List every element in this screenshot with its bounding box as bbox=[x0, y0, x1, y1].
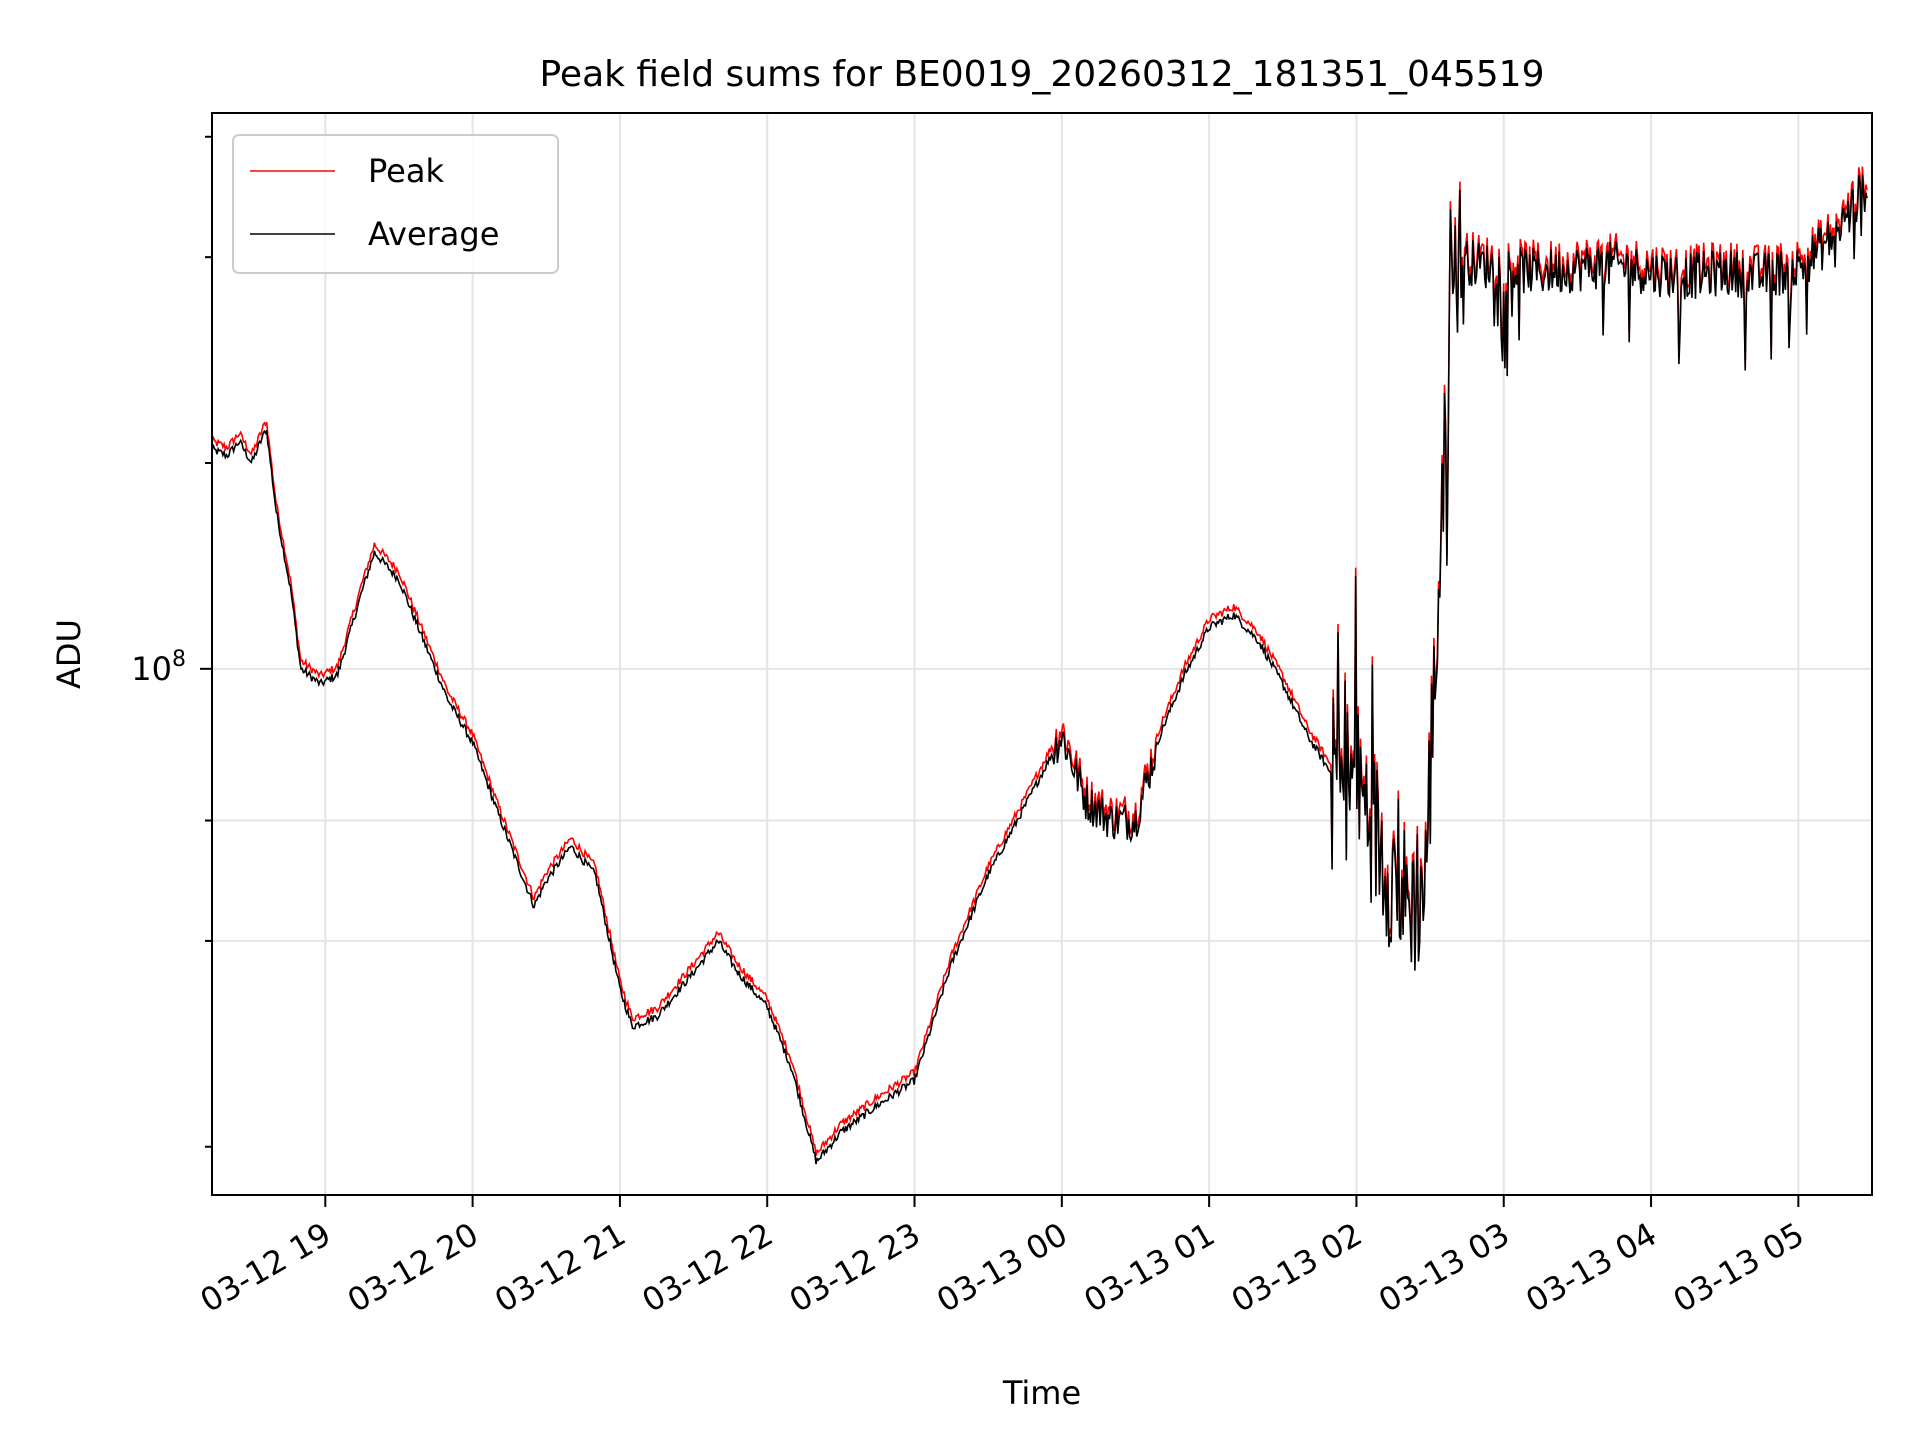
series-line-peak bbox=[212, 166, 1868, 1157]
legend: Peak Average bbox=[232, 134, 559, 274]
plot-frame bbox=[211, 112, 1873, 1196]
axis-layer: 03-12 19 03-12 20 03-12 21 03-12 22 03-12 23… bbox=[194, 135, 1811, 1320]
y-axis-label: ADU bbox=[50, 619, 88, 689]
x-tick-label: 03-13 01 bbox=[1078, 1215, 1222, 1320]
x-tick-label: 03-12 20 bbox=[341, 1215, 485, 1320]
series-line-average bbox=[212, 174, 1868, 1165]
y-tick-label-1e8: 108 bbox=[131, 647, 186, 688]
x-tick-label: 03-12 21 bbox=[488, 1215, 632, 1320]
chart-title: Peak field sums for BE0019_20260312_1813… bbox=[540, 54, 1545, 95]
x-tick-label: 03-12 22 bbox=[636, 1215, 780, 1320]
x-tick-label: 03-12 19 bbox=[194, 1215, 338, 1320]
x-tick-label: 03-13 03 bbox=[1372, 1215, 1516, 1320]
plot-layer bbox=[212, 166, 1868, 1165]
grid-layer bbox=[212, 113, 1872, 1195]
legend-frame bbox=[232, 134, 559, 274]
x-tick-label: 03-13 05 bbox=[1667, 1215, 1811, 1320]
x-tick-label: 03-12 23 bbox=[783, 1215, 927, 1320]
legend-label-peak: Peak bbox=[368, 152, 444, 190]
y-tick-label-exponent: 8 bbox=[172, 647, 186, 672]
y-tick-label-base: 10 bbox=[131, 650, 172, 688]
x-tick-label: 03-13 00 bbox=[930, 1215, 1074, 1320]
x-tick-label: 03-13 04 bbox=[1519, 1215, 1663, 1320]
x-tick-label: 03-13 02 bbox=[1225, 1215, 1369, 1320]
legend-label-average: Average bbox=[368, 215, 499, 253]
x-axis-label: Time bbox=[1002, 1374, 1081, 1412]
